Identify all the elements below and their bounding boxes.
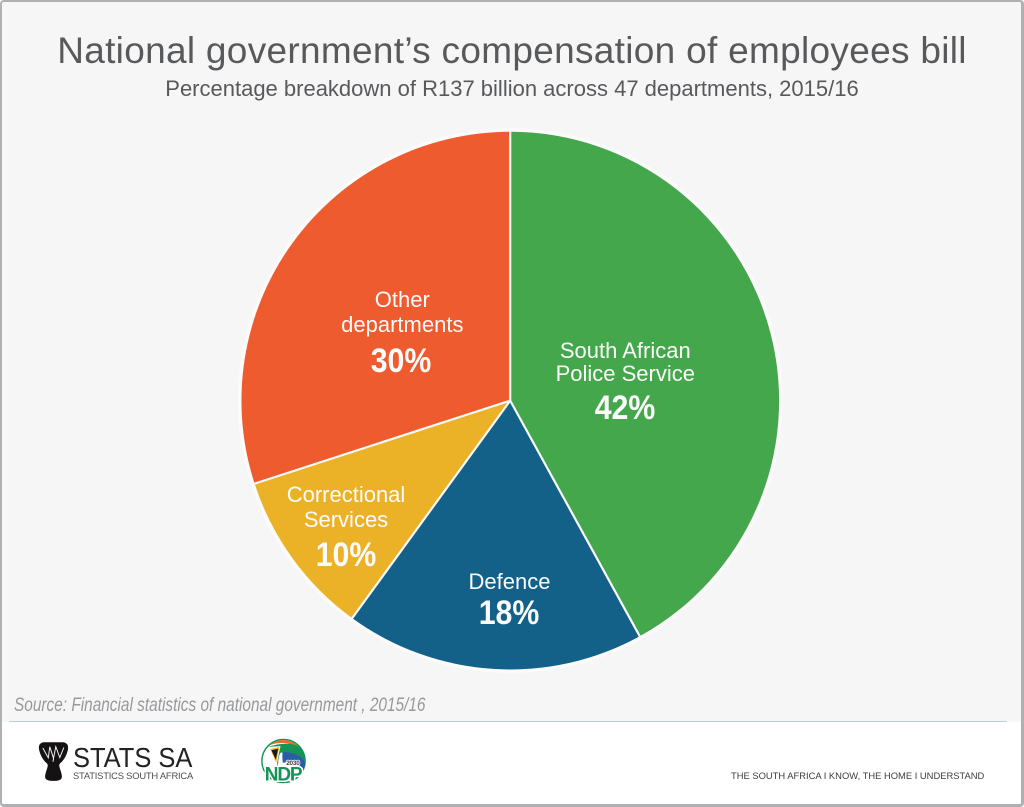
svg-text:2030: 2030 bbox=[286, 760, 300, 767]
svg-text:NDP: NDP bbox=[265, 764, 303, 785]
